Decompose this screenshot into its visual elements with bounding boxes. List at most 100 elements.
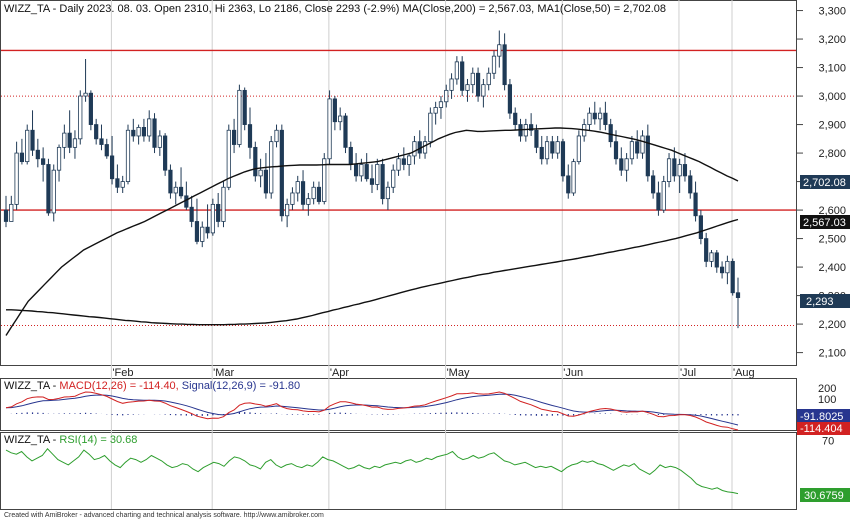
svg-text:-91.8025: -91.8025	[800, 411, 843, 423]
candle	[682, 153, 688, 182]
candle	[375, 158, 380, 191]
candle	[698, 210, 703, 245]
candle	[438, 96, 444, 119]
candle	[688, 170, 693, 199]
candle	[730, 258, 735, 296]
candle	[221, 181, 226, 228]
candle	[19, 138, 25, 165]
candle	[99, 124, 104, 151]
candle	[566, 164, 571, 199]
candle	[94, 118, 99, 145]
x-tick-label: 'Jul	[680, 367, 696, 379]
candle	[470, 67, 475, 94]
candle	[449, 73, 454, 99]
candle	[656, 181, 661, 216]
candle	[624, 153, 629, 182]
candle	[88, 90, 93, 131]
x-tick-label: 'Jun	[563, 367, 583, 379]
y-tick-label: 2,500	[818, 234, 846, 246]
candle	[725, 255, 730, 285]
candle	[300, 170, 306, 211]
x-tick-label: 'Mar	[213, 367, 234, 379]
moving-averages	[5, 127, 739, 336]
x-tick-label: 'Apr	[330, 367, 350, 379]
candle	[62, 124, 67, 159]
candle	[693, 181, 698, 222]
candle	[735, 277, 741, 329]
candle	[401, 147, 406, 171]
rsi-y-tick-label: 70	[822, 436, 834, 448]
y-tick-label: 2,100	[818, 348, 846, 360]
candle	[481, 78, 486, 108]
candle	[513, 107, 518, 131]
candle	[677, 158, 682, 193]
y-tick-label: 2,400	[818, 262, 846, 274]
candle	[200, 221, 205, 248]
candle	[550, 135, 555, 159]
candle	[72, 130, 78, 159]
candle	[491, 50, 497, 79]
candle	[136, 124, 141, 145]
candle	[131, 118, 136, 142]
macd-y-tick-label: 100	[818, 394, 836, 406]
ma-line	[5, 127, 739, 336]
candle	[205, 204, 210, 239]
candle	[168, 164, 173, 199]
candle	[30, 110, 35, 156]
candle	[14, 141, 19, 211]
y-tick-label: 3,100	[818, 63, 846, 75]
svg-text:-114.404: -114.404	[800, 423, 843, 435]
candle	[475, 67, 481, 102]
candle	[157, 130, 162, 156]
candle	[661, 175, 666, 213]
candle	[290, 187, 295, 211]
candle	[152, 113, 157, 154]
svg-text:2,293: 2,293	[806, 296, 834, 308]
candle	[603, 101, 608, 131]
x-tick-label: 'Feb	[112, 367, 133, 379]
candle	[242, 87, 247, 131]
candle	[619, 147, 624, 176]
y-tick-label: 2,800	[818, 148, 846, 160]
candle	[295, 175, 300, 202]
candle	[141, 118, 147, 142]
candle	[444, 84, 449, 108]
y-tick-label: 3,000	[818, 91, 846, 103]
candle	[25, 124, 30, 165]
candle	[163, 133, 168, 176]
candle	[67, 110, 72, 154]
macd-panel-frame	[0, 378, 797, 431]
candle	[322, 153, 327, 205]
candle	[3, 195, 9, 228]
rsi-badge: 30.6759	[800, 488, 850, 502]
candle	[555, 135, 560, 159]
candle	[539, 135, 544, 165]
price-header: WIZZ_TA - Daily 2023. 08. 03. Open 2310,…	[4, 3, 666, 15]
y-tick-label: 3,200	[818, 34, 846, 46]
svg-text:30.6759: 30.6759	[804, 490, 844, 502]
candle	[51, 164, 56, 222]
candle	[629, 135, 635, 165]
candles	[3, 30, 741, 329]
candle	[125, 124, 131, 185]
footer-credit: Created with AmiBroker - advanced charti…	[4, 512, 324, 519]
candle	[237, 84, 242, 148]
candle	[544, 135, 550, 165]
candle	[412, 135, 417, 165]
candle	[507, 78, 513, 119]
svg-text:2,702.08: 2,702.08	[803, 177, 846, 189]
macd-line	[5, 391, 739, 431]
candle	[253, 141, 258, 182]
candle	[210, 198, 215, 236]
y-tick-label: 2,200	[818, 319, 846, 331]
candle	[343, 113, 348, 154]
candle	[704, 232, 709, 268]
candle	[9, 195, 14, 222]
candle	[78, 90, 83, 145]
candle	[560, 138, 566, 182]
candle	[316, 181, 322, 205]
candle	[285, 198, 290, 228]
candle	[178, 167, 184, 199]
grid-lines	[110, 0, 733, 509]
